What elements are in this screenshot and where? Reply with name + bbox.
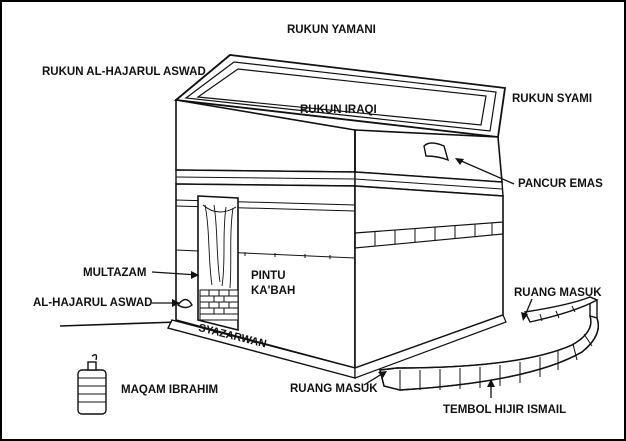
hijir-wall-blocks xyxy=(399,305,593,390)
golden-spout xyxy=(423,142,450,162)
inscription-band-front xyxy=(175,199,356,259)
label-pintu-kabah-line1: PINTU xyxy=(251,270,286,282)
label-pancur-emas: PANCUR EMAS xyxy=(518,178,603,190)
label-pintu-kabah-line2: KA'BAH xyxy=(251,285,296,297)
arrowheads xyxy=(172,158,528,387)
hijir-ismail-wall xyxy=(379,295,600,391)
label-rukun-iraqi: RUKUN IRAQI xyxy=(300,104,377,116)
inscription-band-right xyxy=(354,221,504,249)
roof-inner-rim xyxy=(184,61,497,132)
roof-top-face xyxy=(173,54,507,138)
maqam-ibrahim-icon xyxy=(77,353,107,415)
label-ruang-masuk-right: RUANG MASUK xyxy=(514,287,602,299)
label-tembok-hijir-ismail: TEMBOL HIJIR ISMAIL xyxy=(443,404,567,416)
black-stone xyxy=(176,298,193,309)
base-right xyxy=(354,314,507,379)
ground-line xyxy=(59,321,179,327)
label-al-hajarul-aswad: AL-HAJARUL ASWAD xyxy=(33,297,153,309)
right-face-lower xyxy=(354,185,504,370)
door-curtain xyxy=(204,204,234,289)
label-rukun-syami: RUKUN SYAMI xyxy=(512,93,593,105)
label-maqam-ibrahim: MAQAM IBRAHIM xyxy=(121,384,219,396)
label-multazam: MULTAZAM xyxy=(83,267,147,279)
door-steps xyxy=(199,289,239,321)
label-rukun-yamani: RUKUN YAMANI xyxy=(287,24,376,36)
roof-inner-rim-2 xyxy=(196,68,487,126)
label-ruang-masuk-bottom: RUANG MASUK xyxy=(290,383,378,395)
label-rukun-al-hajarul-aswad: RUKUN AL-HAJARUL ASWAD xyxy=(42,66,206,78)
